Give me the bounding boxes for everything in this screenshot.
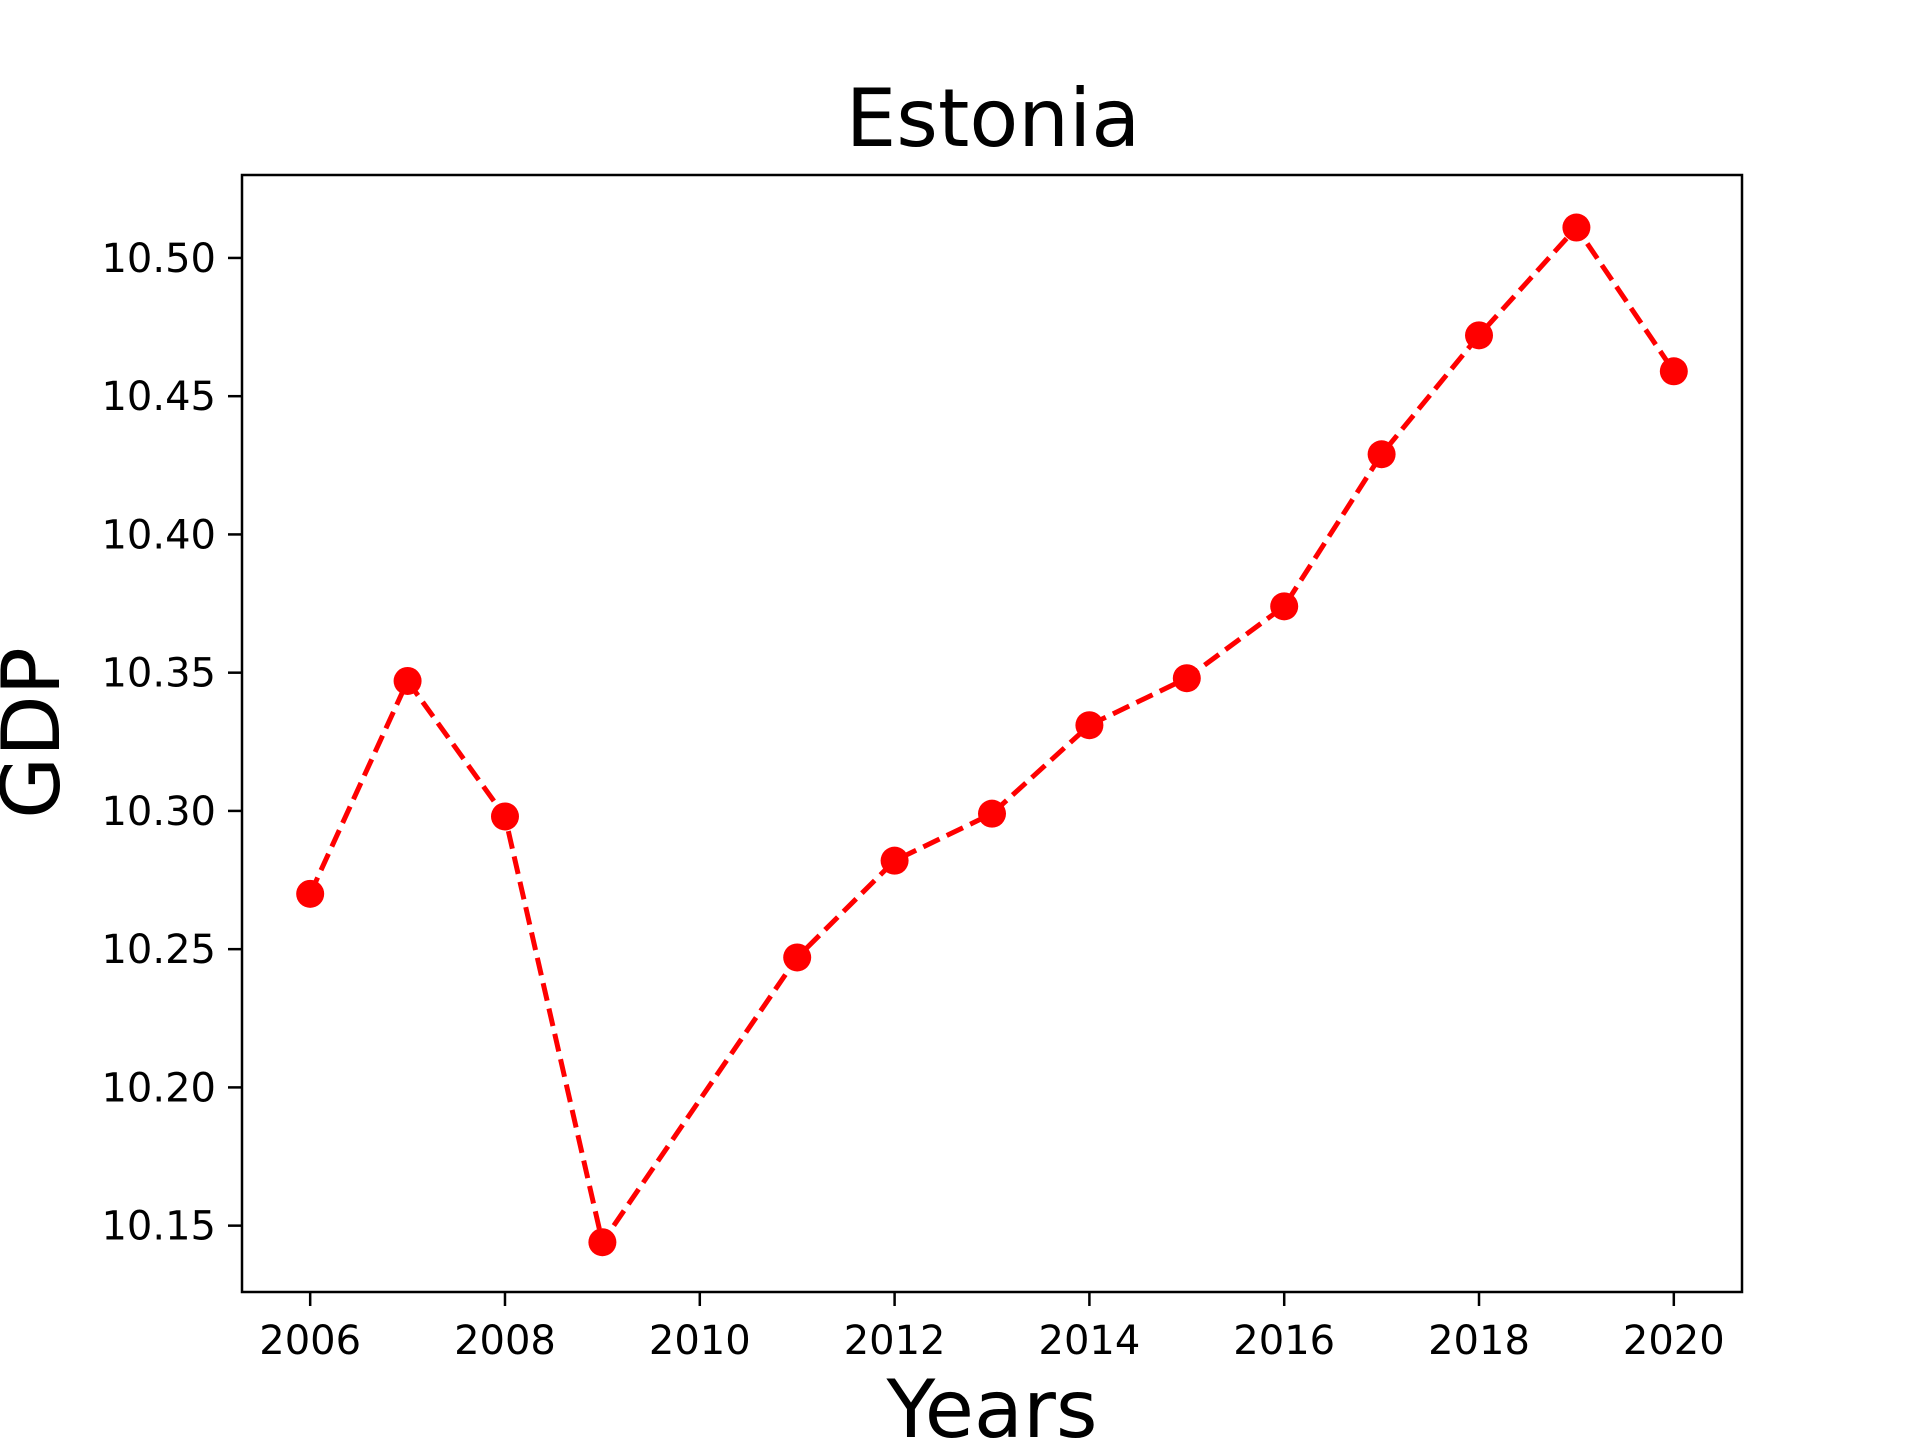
data-point	[1367, 440, 1396, 469]
data-point	[588, 1228, 617, 1257]
data-point	[393, 666, 422, 695]
x-tick-label: 2020	[1623, 1318, 1725, 1364]
y-axis-label: GDP	[0, 647, 78, 819]
y-tick-label: 10.30	[101, 789, 216, 835]
x-tick-label: 2008	[454, 1318, 556, 1364]
x-tick-label: 2006	[259, 1318, 361, 1364]
y-tick-label: 10.15	[101, 1204, 216, 1250]
data-point	[1659, 357, 1688, 386]
data-point	[978, 799, 1006, 828]
data-point	[1465, 321, 1494, 350]
y-tick-label: 10.20	[101, 1065, 216, 1111]
y-tick-label: 10.40	[101, 512, 216, 558]
y-tick-label: 10.45	[101, 374, 216, 420]
data-point	[1075, 711, 1104, 740]
data-point	[783, 943, 812, 972]
x-axis-label: Years	[885, 1363, 1097, 1440]
x-tick-label: 2012	[844, 1318, 946, 1364]
plot-frame	[240, 173, 1744, 1294]
data-point	[1172, 664, 1201, 693]
y-tick-label: 10.25	[101, 927, 216, 973]
data-point	[490, 802, 519, 831]
data-point	[1270, 592, 1299, 621]
y-tick-label: 10.35	[101, 651, 216, 697]
series-line	[307, 225, 1676, 1245]
data-point	[296, 879, 325, 908]
x-tick-label: 2010	[649, 1318, 751, 1364]
data-point	[880, 846, 909, 875]
x-tick-label: 2014	[1039, 1318, 1141, 1364]
x-tick-label: 2018	[1428, 1318, 1530, 1364]
y-tick-label: 10.50	[101, 236, 216, 282]
data-point	[1562, 213, 1591, 242]
chart-title: Estonia	[846, 72, 1141, 165]
plot-area	[240, 173, 1744, 1294]
y-axis: 10.15 10.20 10.25 10.30 10.35 10.40 10.45 10.50	[101, 236, 242, 1250]
x-axis: 2006 2008 2010 2012 2014 2016 2018 2020	[259, 1292, 1725, 1364]
x-tick-label: 2016	[1233, 1318, 1335, 1364]
series-layer	[296, 213, 1688, 1257]
